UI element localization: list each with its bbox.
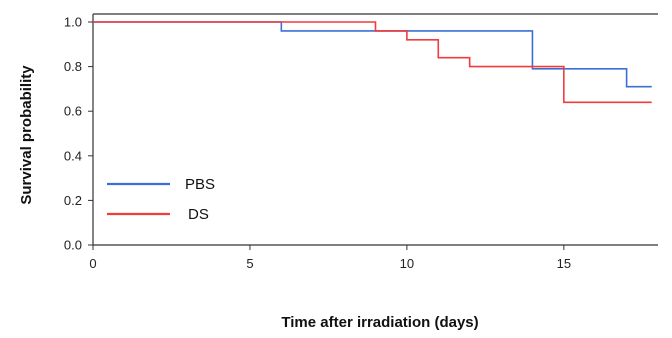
series-line-ds bbox=[93, 21, 652, 104]
y-tick-label: 0.0 bbox=[64, 238, 82, 253]
legend-label-ds: DS bbox=[188, 206, 209, 223]
y-tick-label: 1.0 bbox=[64, 15, 82, 30]
x-tick-label: 15 bbox=[557, 256, 571, 271]
y-tick-label: 0.2 bbox=[64, 193, 82, 208]
series-line-pbs bbox=[93, 21, 652, 88]
legend-label-pbs: PBS bbox=[185, 176, 215, 193]
x-tick-label: 10 bbox=[400, 256, 414, 271]
x-tick-label: 5 bbox=[246, 256, 253, 271]
y-tick-label: 0.8 bbox=[64, 59, 82, 74]
legend: PBS DS bbox=[107, 176, 215, 223]
x-axis-title: Time after irradiation (days) bbox=[281, 314, 478, 331]
x-tick-label: 0 bbox=[89, 256, 96, 271]
series-lines bbox=[93, 21, 652, 104]
y-axis-title: Survival probability bbox=[18, 65, 35, 205]
y-tick-label: 0.6 bbox=[64, 104, 82, 119]
axes: 0 5 10 15 0.0 0.2 0.4 0.6 0.8 1.0 bbox=[64, 13, 658, 271]
y-tick-label: 0.4 bbox=[64, 148, 82, 163]
